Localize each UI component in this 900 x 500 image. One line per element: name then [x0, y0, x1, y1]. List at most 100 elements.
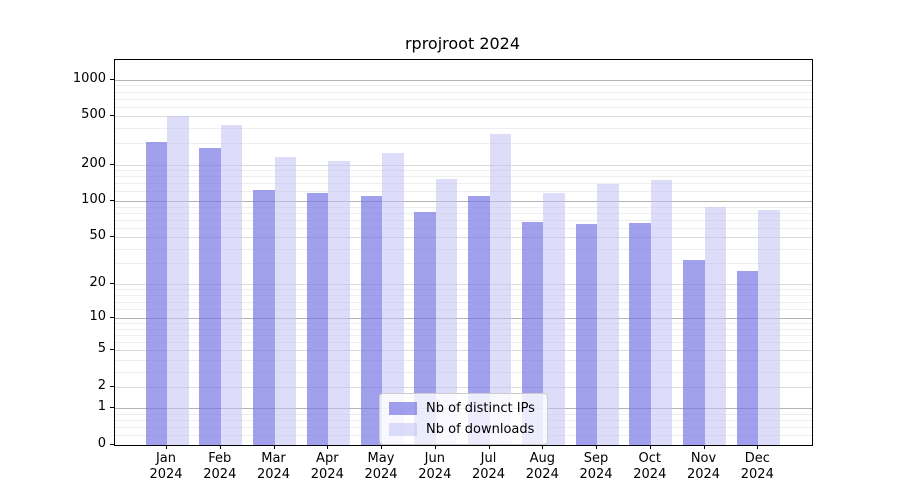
y-tick-label-5: 5 — [97, 341, 106, 357]
y-gridline-700 — [115, 98, 812, 100]
bar-nov-distinct-ips — [683, 260, 705, 445]
x-tick-mark-jan — [166, 445, 167, 449]
y-tick-mark-5 — [110, 349, 114, 351]
y-gridline-10 — [115, 318, 812, 320]
bar-dec-downloads — [758, 209, 780, 445]
y-gridline-50 — [115, 237, 812, 239]
bar-sep-distinct-ips — [575, 224, 597, 445]
bar-feb-downloads — [220, 124, 243, 445]
y-gridline-300 — [115, 143, 812, 145]
bar-aug-downloads — [543, 192, 565, 445]
y-gridline-180 — [115, 170, 812, 172]
x-tick-mark-nov — [703, 445, 705, 449]
y-gridline-3 — [115, 371, 812, 373]
y-gridline-12 — [115, 309, 812, 311]
x-tick-mark-aug — [542, 445, 544, 449]
y-gridline-14 — [115, 301, 812, 303]
x-tick-mark-may — [381, 445, 382, 449]
plot-area: Nb of distinct IPs Nb of downloads — [114, 59, 813, 446]
y-tick-mark-1000 — [110, 78, 114, 80]
y-gridline-900 — [115, 85, 812, 87]
y-tick-mark-500 — [110, 115, 114, 117]
y-tick-mark-1 — [110, 407, 114, 409]
x-tick-label-feb: Feb 2024 — [203, 451, 237, 482]
x-tick-label-aug: Aug 2024 — [525, 451, 559, 482]
y-gridline-40 — [115, 248, 812, 250]
y-gridline-7 — [115, 335, 812, 336]
x-tick-label-dec: Dec 2024 — [740, 451, 774, 482]
x-tick-mark-dec — [757, 445, 759, 449]
y-tick-label-500: 500 — [81, 107, 106, 123]
legend-label-distinct-ips: Nb of distinct IPs — [426, 401, 535, 416]
bar-jun-downloads — [435, 179, 458, 445]
y-gridline-30 — [115, 263, 812, 265]
x-tick-label-jan: Jan 2024 — [149, 451, 183, 482]
legend-swatch-downloads — [389, 423, 417, 436]
x-tick-mark-feb — [219, 445, 221, 449]
bar-may-distinct-ips — [360, 196, 382, 445]
y-tick-label-100: 100 — [81, 192, 106, 207]
y-tick-label-1000: 1000 — [72, 70, 106, 86]
bar-jan-distinct-ips — [145, 141, 167, 445]
y-gridline-70 — [115, 219, 812, 221]
y-gridline-6 — [115, 342, 812, 344]
x-tick-label-mar: Mar 2024 — [256, 451, 291, 482]
x-tick-mark-jul — [488, 445, 490, 449]
bar-jul-downloads — [489, 133, 511, 445]
y-tick-mark-2 — [110, 385, 114, 387]
legend: Nb of distinct IPs Nb of downloads — [379, 393, 548, 445]
x-tick-label-may: May 2024 — [364, 451, 398, 482]
y-gridline-120 — [115, 191, 812, 193]
x-tick-label-oct: Oct 2024 — [633, 451, 667, 482]
y-gridline-5 — [115, 350, 812, 352]
y-gridline-800 — [115, 91, 812, 93]
bar-apr-distinct-ips — [306, 193, 329, 445]
y-tick-label-2: 2 — [97, 377, 106, 393]
x-tick-mark-jun — [434, 445, 436, 449]
bar-dec-distinct-ips — [736, 270, 759, 445]
y-tick-label-200: 200 — [81, 155, 106, 171]
bar-sep-downloads — [597, 183, 619, 445]
bar-feb-distinct-ips — [199, 147, 221, 445]
y-tick-label-1: 1 — [97, 399, 106, 415]
bar-aug-distinct-ips — [521, 221, 544, 445]
x-tick-mark-sep — [596, 445, 597, 449]
y-gridline-8 — [115, 328, 812, 330]
x-tick-mark-mar — [273, 445, 275, 449]
bar-nov-downloads — [704, 207, 726, 445]
chart-title: rprojroot 2024 — [404, 34, 521, 53]
y-gridline-160 — [115, 176, 812, 178]
y-tick-mark-100 — [110, 200, 114, 201]
bar-mar-distinct-ips — [253, 189, 275, 445]
bar-may-downloads — [382, 153, 404, 445]
bar-apr-downloads — [328, 160, 350, 445]
x-tick-label-apr: Apr 2024 — [310, 451, 344, 482]
y-gridline-18 — [115, 289, 812, 291]
bar-oct-downloads — [650, 179, 673, 445]
y-gridline-20 — [115, 284, 812, 285]
y-gridline-400 — [115, 128, 812, 130]
bar-jul-distinct-ips — [468, 196, 490, 445]
x-tick-label-jul: Jul 2024 — [471, 451, 506, 482]
y-tick-label-50: 50 — [89, 228, 106, 244]
gridlines — [115, 60, 812, 445]
y-gridline-16 — [115, 295, 812, 297]
y-tick-mark-0 — [110, 444, 114, 445]
legend-item-distinct-ips: Nb of distinct IPs — [389, 401, 535, 416]
bar-jan-downloads — [167, 116, 189, 445]
y-gridline-500 — [115, 116, 812, 118]
y-gridline-9 — [115, 323, 812, 325]
y-gridline-100 — [115, 201, 812, 202]
legend-swatch-distinct-ips — [389, 402, 417, 415]
x-tick-mark-apr — [327, 445, 329, 449]
bar-mar-downloads — [274, 156, 296, 445]
y-gridline-600 — [115, 106, 812, 108]
y-tick-mark-50 — [110, 236, 114, 238]
y-gridline-200 — [115, 164, 812, 166]
y-gridline-1000 — [115, 79, 812, 81]
y-tick-mark-200 — [110, 163, 114, 165]
y-gridline-140 — [115, 183, 812, 185]
y-gridline-60 — [115, 227, 812, 229]
bar-jun-distinct-ips — [414, 212, 436, 445]
